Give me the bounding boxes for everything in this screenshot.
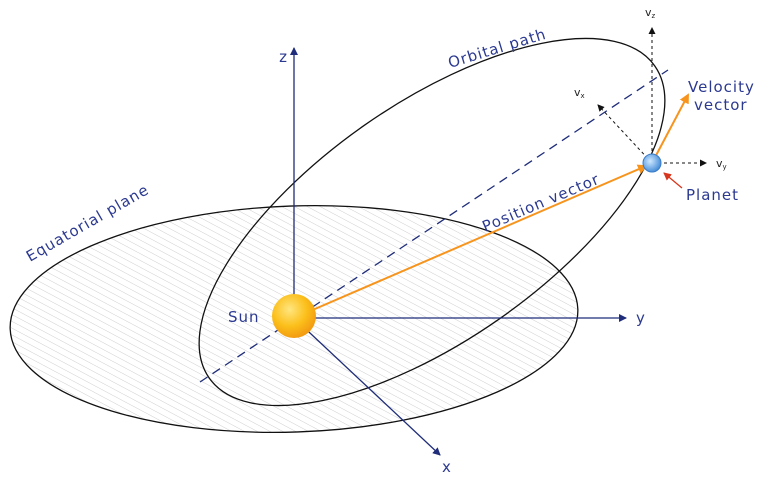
vz-sub: z <box>652 12 656 20</box>
vz-label: vz <box>645 6 656 20</box>
vx-sub: x <box>581 92 585 100</box>
vy-label: vy <box>716 157 727 171</box>
orbit-diagram: z y x Sun Orbital path Equatorial plane … <box>0 0 760 478</box>
velocity-label-1: Velocity <box>688 78 755 96</box>
position-vector-label: Position vector <box>480 170 603 236</box>
sun <box>272 294 316 338</box>
planet-label: Planet <box>686 186 739 204</box>
vy-sub: y <box>723 163 727 171</box>
planet-pointer <box>664 173 682 188</box>
x-label: x <box>442 458 452 476</box>
sun-label: Sun <box>228 308 260 326</box>
page: {"labels": { "z_axis": "z", "y_axis": "y… <box>0 0 760 478</box>
vx-label: vx <box>574 86 585 100</box>
planet <box>643 154 661 172</box>
velocity-vector <box>652 95 688 163</box>
vx-component <box>598 105 652 163</box>
y-label: y <box>636 309 646 327</box>
z-label: z <box>279 48 288 66</box>
velocity-label-2: vector <box>694 96 748 114</box>
orbital-path-label: Orbital path <box>446 25 549 72</box>
